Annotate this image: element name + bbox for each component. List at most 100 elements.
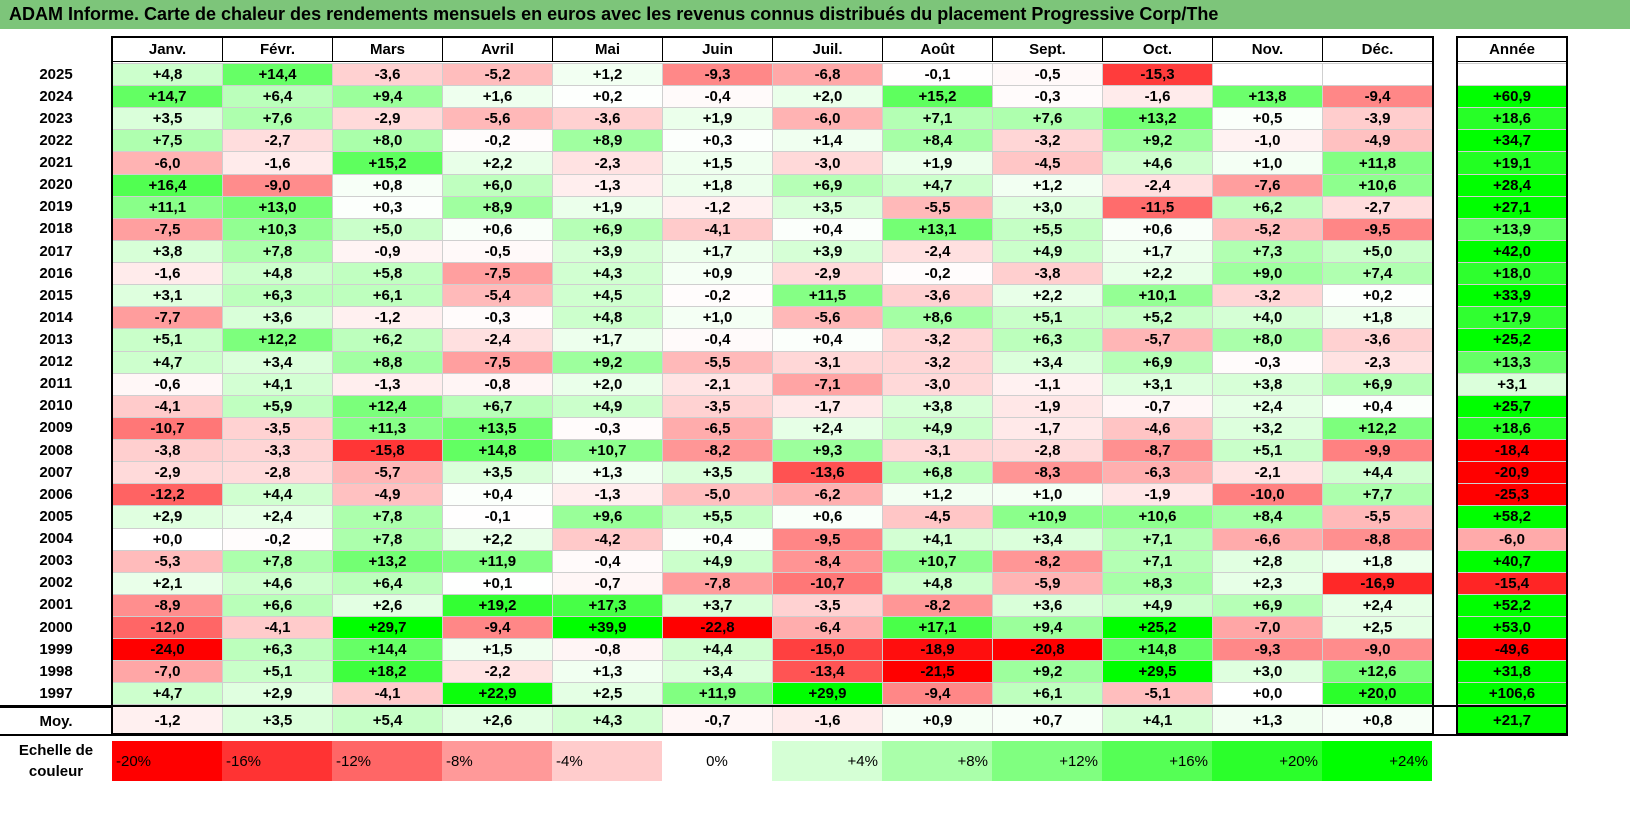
heatmap-cell: -6,0	[772, 107, 883, 131]
year-label: 2024	[39, 87, 73, 105]
heatmap-cell: -9,3	[1212, 638, 1323, 662]
heatmap-cell: +19,2	[442, 593, 553, 617]
heatmap-cell: +5,8	[332, 262, 443, 286]
heatmap-cell: -0,9	[332, 239, 443, 264]
heatmap-cell: -13,6	[772, 461, 883, 485]
average-divider	[0, 705, 1568, 708]
heatmap-cell: +1,3	[552, 660, 663, 684]
heatmap-cell: +9,2	[552, 350, 663, 374]
color-scale-step: -8%	[442, 741, 552, 782]
heatmap-cell: +1,6	[442, 85, 553, 109]
year-label: 2013	[39, 330, 73, 348]
month-header: Nov.	[1212, 37, 1323, 62]
heatmap-cell: +4,4	[222, 483, 333, 507]
year-label: 2011	[39, 375, 73, 393]
annual-return-cell: +53,0	[1457, 616, 1567, 640]
heatmap-cell: +7,6	[992, 107, 1103, 131]
heatmap-cell: -1,2	[662, 195, 773, 219]
heatmap-cell: -3,5	[772, 593, 883, 617]
heatmap-cell: -0,4	[662, 328, 773, 352]
heatmap-cell: -1,6	[1102, 85, 1213, 109]
year-label: 1999	[39, 640, 73, 658]
annual-return-cell: -25,3	[1457, 483, 1567, 507]
heatmap-cell: +5,2	[1102, 306, 1213, 330]
color-scale-step: +24%	[1322, 741, 1432, 782]
heatmap-cell: +4,9	[662, 549, 773, 573]
heatmap-cell: -5,4	[442, 284, 553, 308]
year-label: 2005	[39, 507, 73, 525]
heatmap-cell: +6,6	[222, 593, 333, 617]
heatmap-cell: -0,4	[662, 85, 773, 109]
annual-return-cell: +31,8	[1457, 660, 1567, 684]
heatmap-cell: -8,9	[112, 593, 223, 617]
average-cell: +0,9	[882, 706, 993, 735]
year-label: 2019	[39, 198, 73, 216]
heatmap-cell: +1,2	[992, 173, 1103, 197]
heatmap-cell: +12,2	[1322, 416, 1433, 441]
month-header: Oct.	[1102, 37, 1213, 62]
heatmap-cell	[1212, 63, 1323, 87]
heatmap-cell: +7,8	[332, 527, 443, 551]
heatmap-cell: +9,3	[772, 439, 883, 463]
heatmap-cell: +12,2	[222, 328, 333, 352]
heatmap-cell: +7,3	[1212, 239, 1323, 264]
heatmap-cell: -4,1	[112, 394, 223, 418]
heatmap-cell: -3,0	[772, 151, 883, 175]
heatmap-cell: -20,8	[992, 638, 1103, 662]
average-cell: +5,4	[332, 706, 443, 735]
heatmap-cell: +1,7	[662, 239, 773, 264]
heatmap-cell: +13,8	[1212, 85, 1323, 109]
heatmap-cell: +2,4	[222, 505, 333, 529]
heatmap-cell: +3,2	[1212, 416, 1323, 441]
heatmap-cell: +10,9	[992, 505, 1103, 529]
heatmap-cell: +10,7	[552, 439, 663, 463]
average-cell: +0,8	[1322, 706, 1433, 735]
heatmap-cell: +1,4	[772, 129, 883, 153]
heatmap-cell: -9,5	[772, 527, 883, 551]
heatmap-cell: +5,5	[992, 217, 1103, 241]
heatmap-cell: -21,5	[882, 660, 993, 684]
heatmap-cell: +4,4	[1322, 461, 1433, 485]
heatmap-cell: +25,2	[1102, 616, 1213, 640]
heatmap-cell: -5,7	[1102, 328, 1213, 352]
year-label: 2014	[39, 308, 73, 326]
heatmap-cell: -3,6	[1322, 328, 1433, 352]
heatmap-cell: -1,3	[552, 173, 663, 197]
heatmap-cell: +5,1	[1212, 439, 1323, 463]
average-cell: +4,1	[1102, 706, 1213, 735]
heatmap-cell: +14,8	[1102, 638, 1213, 662]
heatmap-cell: +6,7	[442, 394, 553, 418]
heatmap-cell: +8,8	[332, 350, 443, 374]
heatmap-cell: -5,1	[1102, 682, 1213, 706]
heatmap-cell: +3,8	[112, 239, 223, 264]
annual-return-cell: -18,4	[1457, 439, 1567, 463]
heatmap-cell: +0,9	[662, 262, 773, 286]
heatmap-cell: +1,0	[1212, 151, 1323, 175]
heatmap-cell: +7,5	[112, 129, 223, 153]
annual-return-cell: +17,9	[1457, 306, 1567, 330]
heatmap-cell: +4,4	[662, 638, 773, 662]
year-label: 2022	[39, 131, 73, 149]
heatmap-cell: +3,5	[662, 461, 773, 485]
annual-return-cell: +58,2	[1457, 505, 1567, 529]
heatmap-cell: -1,2	[332, 306, 443, 330]
heatmap-cell: +1,7	[1102, 239, 1213, 264]
heatmap-cell: -3,9	[1322, 107, 1433, 131]
heatmap-cell: -10,7	[772, 571, 883, 595]
year-label: 2004	[39, 530, 73, 548]
heatmap-cell: -2,3	[1322, 350, 1433, 374]
heatmap-cell: -7,7	[112, 306, 223, 330]
heatmap-cell: +6,9	[772, 173, 883, 197]
heatmap-cell: +2,2	[442, 527, 553, 551]
heatmap-cell: +7,8	[332, 505, 443, 529]
heatmap-cell: -8,8	[1322, 527, 1433, 551]
heatmap-cell: -3,5	[662, 394, 773, 418]
heatmap-cell: +5,1	[992, 306, 1103, 330]
heatmap-cell: +11,9	[662, 682, 773, 706]
heatmap-cell: -5,6	[772, 306, 883, 330]
heatmap-cell: -9,0	[222, 173, 333, 197]
heatmap-cell: -18,9	[882, 638, 993, 662]
heatmap-cell: +8,4	[882, 129, 993, 153]
heatmap-cell: +1,9	[552, 195, 663, 219]
heatmap-cell: -0,2	[442, 129, 553, 153]
